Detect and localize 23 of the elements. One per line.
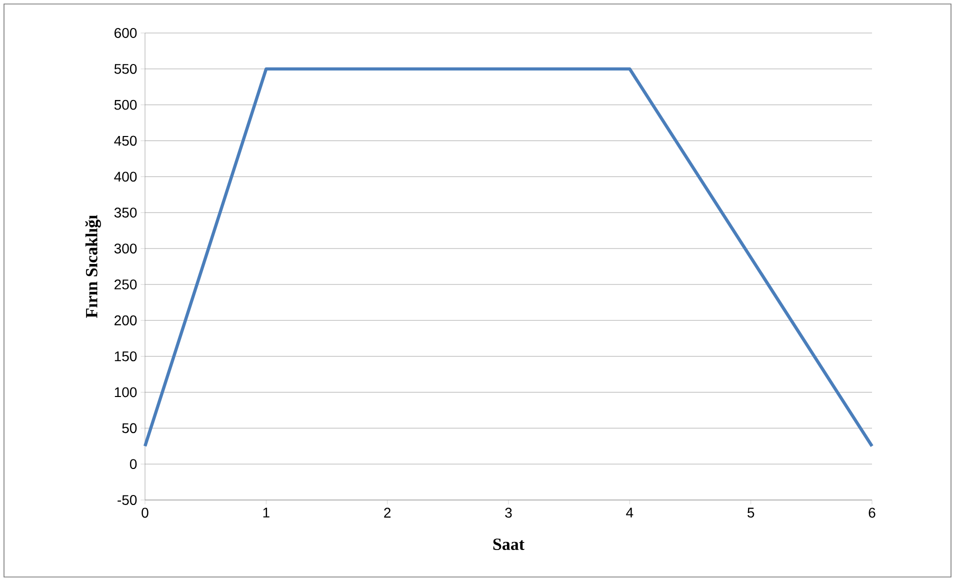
y-tick-label: 600 xyxy=(114,28,137,38)
y-tick-label: -50 xyxy=(118,495,137,505)
x-tick-label: 3 xyxy=(505,508,512,518)
y-tick-label: 150 xyxy=(114,351,137,362)
y-tick-label: 200 xyxy=(114,315,137,326)
x-tick-label: 0 xyxy=(142,508,148,518)
y-tick-label: 50 xyxy=(122,423,137,434)
y-tick-label: 550 xyxy=(114,64,137,74)
x-axis-title: Saat xyxy=(493,538,524,550)
x-tick-label: 1 xyxy=(263,508,270,518)
x-tick-label: 2 xyxy=(384,508,391,518)
x-tick-label: 5 xyxy=(748,508,754,518)
y-tick-label: 500 xyxy=(114,100,137,110)
y-tick-label: 400 xyxy=(114,172,137,182)
y-tick-label: 300 xyxy=(114,244,137,254)
y-tick-label: 250 xyxy=(114,279,137,290)
y-axis-title: Fırın Sıcaklığı xyxy=(85,215,101,318)
x-tick-label: 6 xyxy=(868,508,876,518)
y-tick-label: 450 xyxy=(114,136,137,146)
y-tick-label: 0 xyxy=(130,459,137,470)
y-tick-label: 350 xyxy=(114,208,137,218)
x-tick-label: 4 xyxy=(626,508,634,518)
y-tick-label: 100 xyxy=(114,387,137,398)
